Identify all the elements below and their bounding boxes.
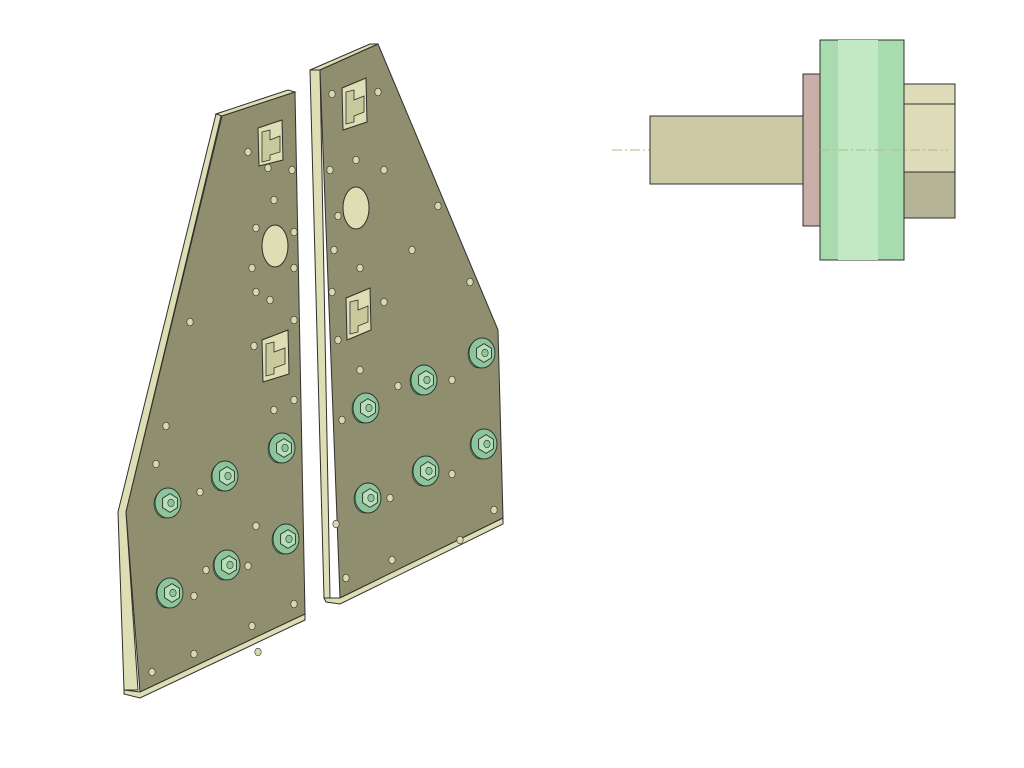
left-plate-slot-upper [257, 119, 284, 167]
left-plate-bottom-edge [123, 613, 306, 699]
round-hole [334, 211, 342, 221]
round-hole [408, 245, 416, 255]
round-hole [290, 395, 298, 405]
right-plate-bolts [351, 337, 498, 514]
hex-bolt-icon [411, 455, 440, 487]
round-hole [252, 287, 260, 297]
round-hole [252, 223, 260, 233]
right-side-plate[interactable] [309, 43, 504, 605]
right-plate-bore [342, 186, 370, 230]
round-hole [202, 565, 210, 575]
round-hole [374, 87, 382, 97]
round-hole [380, 297, 388, 307]
round-hole [252, 521, 260, 531]
round-hole [448, 469, 456, 479]
hex-bolt-icon [467, 337, 496, 369]
round-hole [386, 493, 394, 503]
round-hole [290, 599, 298, 609]
round-hole [250, 341, 258, 351]
shaft [649, 115, 807, 185]
right-plate-bottom-edge [323, 517, 504, 605]
left-plate-slot-lower [261, 329, 290, 383]
hex-bolt-icon [469, 428, 498, 460]
round-hole [448, 375, 456, 385]
round-hole [434, 201, 442, 211]
round-hole [328, 89, 336, 99]
hex-bolt-icon [153, 487, 182, 519]
round-hole [186, 317, 194, 327]
left-plate-bore [261, 224, 289, 268]
left-plate-face [125, 91, 306, 693]
round-hole [338, 415, 346, 425]
round-hole [388, 555, 396, 565]
left-plate-bolts [153, 432, 300, 609]
hex-bolt-icon [351, 392, 380, 424]
right-plate-slot-upper [341, 77, 368, 131]
right-plate-slot-lower [345, 287, 372, 341]
right-plate-holes [326, 87, 498, 583]
round-hole [334, 335, 342, 345]
washer [802, 73, 822, 227]
round-hole [380, 165, 388, 175]
round-hole [290, 227, 298, 237]
round-hole [244, 147, 252, 157]
left-plate-holes [148, 147, 298, 677]
round-hole [290, 263, 298, 273]
round-hole [190, 591, 198, 601]
round-hole [456, 535, 464, 545]
round-hole [394, 381, 402, 391]
hex-bolt-icon [212, 549, 241, 581]
round-hole [190, 649, 198, 659]
right-plate-face [319, 43, 504, 599]
round-hole [356, 365, 364, 375]
round-hole [270, 195, 278, 205]
round-hole [248, 263, 256, 273]
hex-bolt-icon [271, 523, 300, 555]
hex-bolt-icon [353, 482, 382, 514]
hex-nut-lower [902, 171, 956, 219]
round-hole [328, 287, 336, 297]
hex-bolt-icon [155, 577, 184, 609]
round-hole [152, 459, 160, 469]
hex-nut-upper [902, 83, 956, 105]
round-hole [148, 667, 156, 677]
round-hole [330, 245, 338, 255]
round-hole [162, 421, 170, 431]
round-hole [244, 561, 252, 571]
round-hole [342, 573, 350, 583]
round-hole [490, 505, 498, 515]
left-side-plate[interactable] [117, 89, 306, 699]
round-hole [264, 163, 272, 173]
round-hole [290, 315, 298, 325]
round-hole [266, 295, 274, 305]
round-hole [288, 165, 296, 175]
shaft-wheel-assembly[interactable] [612, 39, 956, 261]
round-hole [248, 621, 256, 631]
hex-bolt-icon [409, 364, 438, 396]
round-hole [326, 165, 334, 175]
round-hole [196, 487, 204, 497]
round-hole [270, 405, 278, 415]
hex-bolt-icon [267, 432, 296, 464]
round-hole [356, 263, 364, 273]
round-hole [352, 155, 360, 165]
round-hole [254, 647, 262, 657]
hex-nut-middle [902, 103, 956, 173]
round-hole [466, 277, 474, 287]
hex-bolt-icon [210, 460, 239, 492]
round-hole [332, 519, 340, 529]
